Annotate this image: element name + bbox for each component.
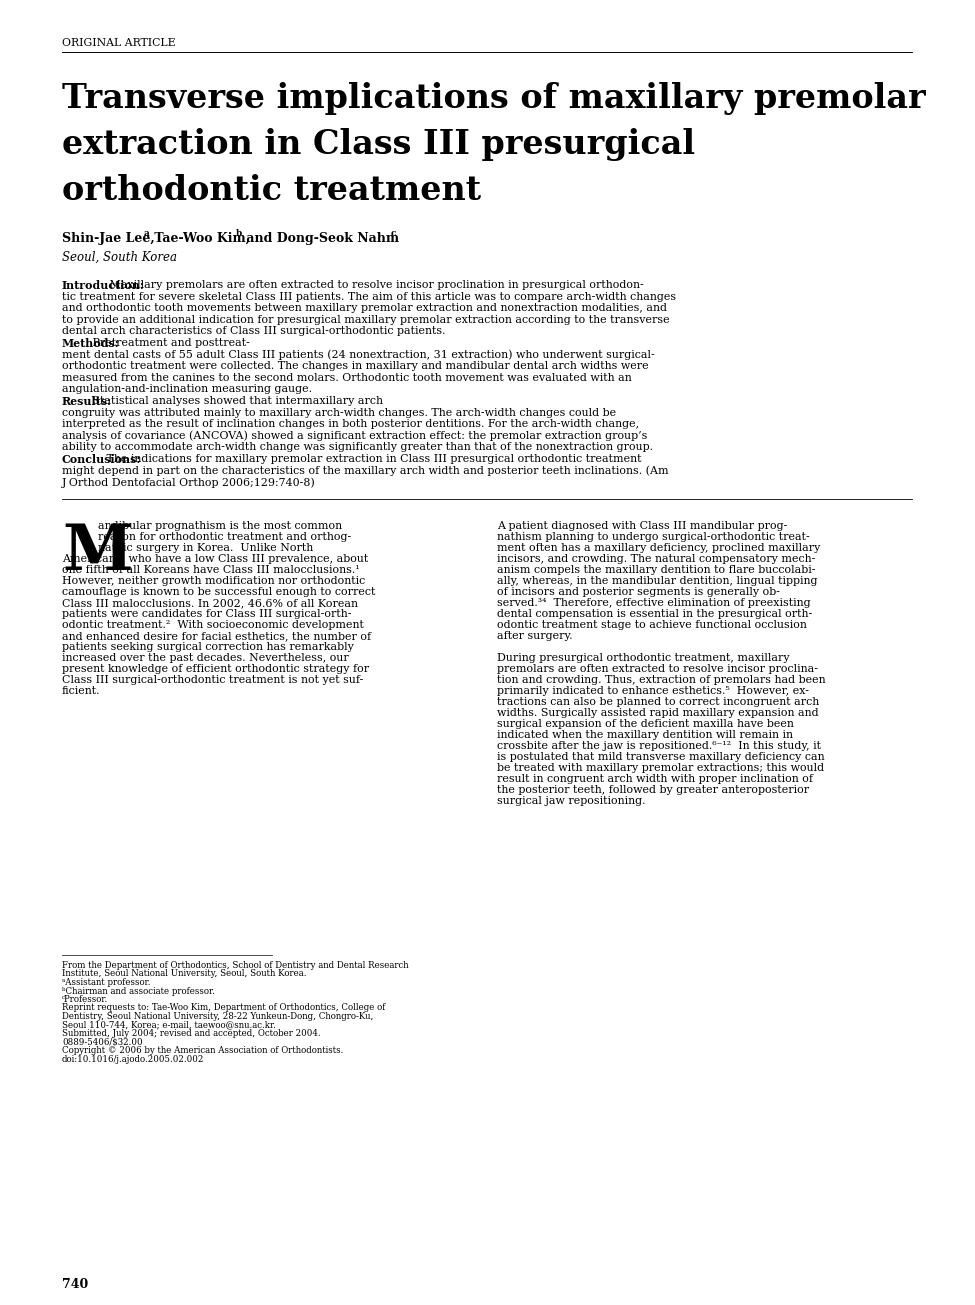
Text: Seoul, South Korea: Seoul, South Korea bbox=[62, 251, 177, 264]
Text: Statistical analyses showed that intermaxillary arch: Statistical analyses showed that interma… bbox=[90, 395, 383, 406]
Text: From the Department of Orthodontics, School of Dentistry and Dental Research: From the Department of Orthodontics, Sch… bbox=[62, 960, 409, 970]
Text: tion and crowding. Thus, extraction of premolars had been: tion and crowding. Thus, extraction of p… bbox=[497, 675, 826, 685]
Text: interpreted as the result of inclination changes in both posterior dentitions. F: interpreted as the result of inclination… bbox=[62, 419, 640, 429]
Text: and Dong-Seok Nahm: and Dong-Seok Nahm bbox=[242, 232, 399, 245]
Text: ment dental casts of 55 adult Class III patients (24 nonextraction, 31 extractio: ment dental casts of 55 adult Class III … bbox=[62, 350, 655, 360]
Text: ORIGINAL ARTICLE: ORIGINAL ARTICLE bbox=[62, 38, 176, 48]
Text: increased over the past decades. Nevertheless, our: increased over the past decades. Neverth… bbox=[62, 652, 349, 663]
Text: congruity was attributed mainly to maxillary arch-width changes. The arch-width : congruity was attributed mainly to maxil… bbox=[62, 407, 616, 418]
Text: During presurgical orthodontic treatment, maxillary: During presurgical orthodontic treatment… bbox=[497, 652, 790, 663]
Text: analysis of covariance (ANCOVA) showed a significant extraction effect: the prem: analysis of covariance (ANCOVA) showed a… bbox=[62, 431, 647, 441]
Text: and orthodontic tooth movements between maxillary premolar extraction and nonext: and orthodontic tooth movements between … bbox=[62, 303, 667, 313]
Text: surgical jaw repositioning.: surgical jaw repositioning. bbox=[497, 796, 645, 805]
Text: ᵇChairman and associate professor.: ᵇChairman and associate professor. bbox=[62, 987, 214, 996]
Text: Methods:: Methods: bbox=[62, 338, 120, 348]
Text: andibular prognathism is the most common: andibular prognathism is the most common bbox=[98, 521, 342, 531]
Text: Maxillary premolars are often extracted to resolve incisor proclination in presu: Maxillary premolars are often extracted … bbox=[106, 281, 644, 290]
Text: Institute, Seoul National University, Seoul, South Korea.: Institute, Seoul National University, Se… bbox=[62, 970, 306, 979]
Text: might depend in part on the characteristics of the maxillary arch width and post: might depend in part on the characterist… bbox=[62, 466, 669, 476]
Text: Transverse implications of maxillary premolar: Transverse implications of maxillary pre… bbox=[62, 82, 925, 115]
Text: Copyright © 2006 by the American Association of Orthodontists.: Copyright © 2006 by the American Associa… bbox=[62, 1047, 343, 1054]
Text: of incisors and posterior segments is generally ob-: of incisors and posterior segments is ge… bbox=[497, 587, 780, 596]
Text: tractions can also be planned to correct incongruent arch: tractions can also be planned to correct… bbox=[497, 697, 819, 707]
Text: be treated with maxillary premolar extractions; this would: be treated with maxillary premolar extra… bbox=[497, 763, 824, 773]
Text: present knowledge of efficient orthodontic strategy for: present knowledge of efficient orthodont… bbox=[62, 664, 370, 673]
Text: the posterior teeth, followed by greater anteroposterior: the posterior teeth, followed by greater… bbox=[497, 784, 809, 795]
Text: M: M bbox=[62, 522, 133, 583]
Text: Reprint requests to: Tae-Woo Kim, Department of Orthodontics, College of: Reprint requests to: Tae-Woo Kim, Depart… bbox=[62, 1004, 385, 1013]
Text: widths. Surgically assisted rapid maxillary expansion and: widths. Surgically assisted rapid maxill… bbox=[497, 707, 819, 718]
Text: premolars are often extracted to resolve incisor proclina-: premolars are often extracted to resolve… bbox=[497, 664, 818, 673]
Text: Conclusions:: Conclusions: bbox=[62, 454, 141, 465]
Text: angulation-and-inclination measuring gauge.: angulation-and-inclination measuring gau… bbox=[62, 385, 316, 394]
Text: The indications for maxillary premolar extraction in Class III presurgical ortho: The indications for maxillary premolar e… bbox=[103, 454, 642, 465]
Text: reason for orthodontic treatment and orthog-: reason for orthodontic treatment and ort… bbox=[98, 532, 351, 542]
Text: ment often has a maxillary deficiency, proclined maxillary: ment often has a maxillary deficiency, p… bbox=[497, 543, 820, 553]
Text: Results:: Results: bbox=[62, 395, 112, 407]
Text: nathism planning to undergo surgical-orthodontic treat-: nathism planning to undergo surgical-ort… bbox=[497, 532, 810, 542]
Text: extraction in Class III presurgical: extraction in Class III presurgical bbox=[62, 128, 695, 161]
Text: is postulated that mild transverse maxillary deficiency can: is postulated that mild transverse maxil… bbox=[497, 752, 825, 762]
Text: after surgery.: after surgery. bbox=[497, 630, 572, 641]
Text: A patient diagnosed with Class III mandibular prog-: A patient diagnosed with Class III mandi… bbox=[497, 521, 788, 531]
Text: J Orthod Dentofacial Orthop 2006;129:740-8): J Orthod Dentofacial Orthop 2006;129:740… bbox=[62, 478, 316, 488]
Text: doi:10.1016/j.ajodo.2005.02.002: doi:10.1016/j.ajodo.2005.02.002 bbox=[62, 1054, 205, 1064]
Text: surgical expansion of the deficient maxilla have been: surgical expansion of the deficient maxi… bbox=[497, 719, 794, 728]
Text: orthodontic treatment: orthodontic treatment bbox=[62, 174, 481, 207]
Text: Seoul 110-744, Korea; e-mail, taewoo@snu.ac.kr.: Seoul 110-744, Korea; e-mail, taewoo@snu… bbox=[62, 1021, 276, 1030]
Text: ᵃAssistant professor.: ᵃAssistant professor. bbox=[62, 977, 150, 987]
Text: Class III malocclusions. In 2002, 46.6% of all Korean: Class III malocclusions. In 2002, 46.6% … bbox=[62, 598, 358, 608]
Text: Submitted, July 2004; revised and accepted, October 2004.: Submitted, July 2004; revised and accept… bbox=[62, 1030, 321, 1037]
Text: to provide an additional indication for presurgical maxillary premolar extractio: to provide an additional indication for … bbox=[62, 315, 670, 325]
Text: Pretreatment and posttreat-: Pretreatment and posttreat- bbox=[90, 338, 251, 348]
Text: c: c bbox=[391, 228, 397, 238]
Text: dental compensation is essential in the presurgical orth-: dental compensation is essential in the … bbox=[497, 609, 812, 619]
Text: crossbite after the jaw is repositioned.⁶⁻¹²  In this study, it: crossbite after the jaw is repositioned.… bbox=[497, 741, 821, 750]
Text: Dentistry, Seoul National University, 28-22 Yunkeun-Dong, Chongro-Ku,: Dentistry, Seoul National University, 28… bbox=[62, 1011, 373, 1021]
Text: a: a bbox=[144, 228, 150, 238]
Text: odontic treatment.²  With socioeconomic development: odontic treatment.² With socioeconomic d… bbox=[62, 620, 364, 630]
Text: ally, whereas, in the mandibular dentition, lingual tipping: ally, whereas, in the mandibular dentiti… bbox=[497, 576, 817, 586]
Text: However, neither growth modification nor orthodontic: However, neither growth modification nor… bbox=[62, 576, 366, 586]
Text: Shin-Jae Lee,: Shin-Jae Lee, bbox=[62, 232, 155, 245]
Text: ᶜProfessor.: ᶜProfessor. bbox=[62, 994, 108, 1004]
Text: 0889-5406/$32.00: 0889-5406/$32.00 bbox=[62, 1037, 142, 1047]
Text: patients seeking surgical correction has remarkably: patients seeking surgical correction has… bbox=[62, 642, 354, 651]
Text: nathic surgery in Korea.  Unlike North: nathic surgery in Korea. Unlike North bbox=[98, 543, 313, 553]
Text: camouflage is known to be successful enough to correct: camouflage is known to be successful eno… bbox=[62, 587, 375, 596]
Text: ability to accommodate arch-width change was significantly greater than that of : ability to accommodate arch-width change… bbox=[62, 442, 653, 453]
Text: orthodontic treatment were collected. The changes in maxillary and mandibular de: orthodontic treatment were collected. Th… bbox=[62, 361, 648, 371]
Text: 740: 740 bbox=[62, 1278, 89, 1291]
Text: anism compels the maxillary dentition to flare buccolabi-: anism compels the maxillary dentition to… bbox=[497, 565, 815, 574]
Text: ficient.: ficient. bbox=[62, 686, 100, 696]
Text: indicated when the maxillary dentition will remain in: indicated when the maxillary dentition w… bbox=[497, 729, 793, 740]
Text: Americans, who have a low Class III prevalence, about: Americans, who have a low Class III prev… bbox=[62, 553, 369, 564]
Text: dental arch characteristics of Class III surgical-orthodontic patients.: dental arch characteristics of Class III… bbox=[62, 326, 449, 337]
Text: measured from the canines to the second molars. Orthodontic tooth movement was e: measured from the canines to the second … bbox=[62, 373, 632, 382]
Text: Class III surgical-orthodontic treatment is not yet suf-: Class III surgical-orthodontic treatment… bbox=[62, 675, 364, 685]
Text: result in congruent arch width with proper inclination of: result in congruent arch width with prop… bbox=[497, 774, 813, 784]
Text: incisors, and crowding. The natural compensatory mech-: incisors, and crowding. The natural comp… bbox=[497, 553, 815, 564]
Text: Introduction:: Introduction: bbox=[62, 281, 145, 291]
Text: primarily indicated to enhance esthetics.⁵  However, ex-: primarily indicated to enhance esthetics… bbox=[497, 686, 809, 696]
Text: and enhanced desire for facial esthetics, the number of: and enhanced desire for facial esthetics… bbox=[62, 630, 371, 641]
Text: one fifth of all Koreans have Class III malocclusions.¹: one fifth of all Koreans have Class III … bbox=[62, 565, 360, 574]
Text: odontic treatment stage to achieve functional occlusion: odontic treatment stage to achieve funct… bbox=[497, 620, 807, 630]
Text: Tae-Woo Kim,: Tae-Woo Kim, bbox=[150, 232, 251, 245]
Text: b: b bbox=[236, 228, 242, 238]
Text: tic treatment for severe skeletal Class III patients. The aim of this article wa: tic treatment for severe skeletal Class … bbox=[62, 291, 676, 301]
Text: patients were candidates for Class III surgical-orth-: patients were candidates for Class III s… bbox=[62, 609, 352, 619]
Text: served.³⁴  Therefore, effective elimination of preexisting: served.³⁴ Therefore, effective eliminati… bbox=[497, 598, 810, 608]
